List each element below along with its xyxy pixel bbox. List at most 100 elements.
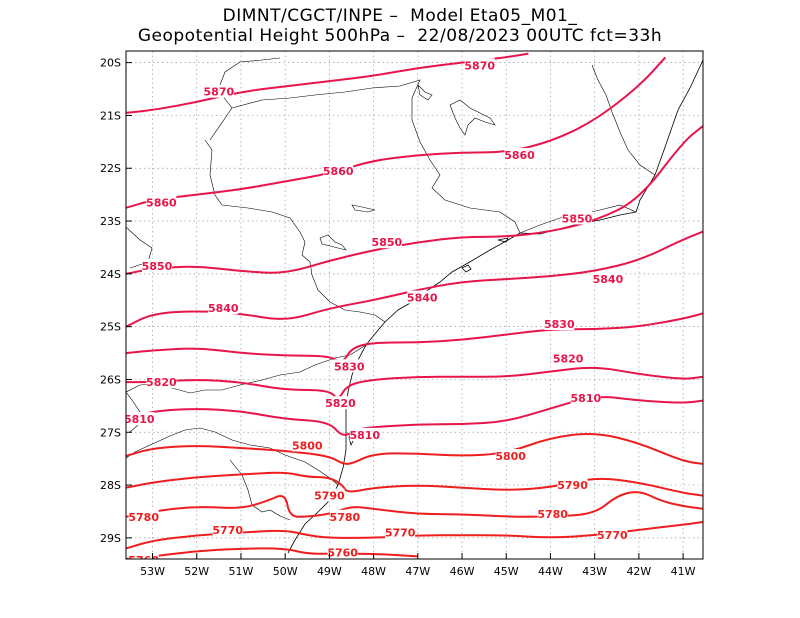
contour-label-5770: 5770 <box>212 524 243 537</box>
map-frame <box>125 50 704 560</box>
contour-label-bg-5860-2 <box>504 148 535 162</box>
contour-label-bg-5850-2 <box>561 211 592 225</box>
contour-5870 <box>126 52 529 114</box>
lat-label-23s: 23S <box>100 215 121 228</box>
contour-label-bg-5850-0 <box>141 258 172 272</box>
contour-label-bg-5790-0 <box>314 488 345 502</box>
contour-label-bg-5810-1 <box>349 427 380 441</box>
lat-label-22s: 22S <box>100 162 121 175</box>
contour-label-bg-5830-0 <box>334 359 365 373</box>
contour-label-bg-5840-2 <box>592 272 623 286</box>
contour-label-5800: 5800 <box>292 439 323 452</box>
lat-label-26s: 26S <box>100 373 121 386</box>
contour-label-5780: 5780 <box>330 511 361 524</box>
contour-label-bg-5820-1 <box>325 396 356 410</box>
contour-label-5850: 5850 <box>562 212 593 225</box>
contour-label-bg-5870-0 <box>203 84 234 98</box>
contour-label-5840: 5840 <box>208 302 239 315</box>
lake-mascarenhas <box>417 84 433 101</box>
axis-ticks: 53W 52W 51W 50W 49W 48W 47W 46W 45W 44W 43W 42W 41W 2… <box>100 57 696 578</box>
contour-label-5770: 5770 <box>597 529 628 542</box>
contour-5820 <box>126 366 703 399</box>
map-title-line-2: Geopotential Height 500hPa – 22/08/2023 … <box>137 26 663 46</box>
border-mg-go <box>217 57 281 109</box>
lat-label-24s: 24S <box>100 268 121 281</box>
border-sc-rs <box>126 427 339 486</box>
contour-label-bg-5820-2 <box>553 351 584 365</box>
contour-label-5860: 5860 <box>323 165 354 178</box>
lon-label-49w: 49W <box>317 565 342 578</box>
contour-label-bg-5810-0 <box>126 412 155 426</box>
contour-label-bg-5840-1 <box>407 290 438 304</box>
contour-label-5800: 5800 <box>495 450 526 463</box>
contour-label-5760: 5760 <box>128 554 159 567</box>
lon-label-43w: 43W <box>582 565 607 578</box>
coastline <box>287 59 703 554</box>
lat-label-27s: 27S <box>100 426 121 439</box>
contour-label-5830: 5830 <box>544 318 575 331</box>
contour-label-5790: 5790 <box>314 490 345 503</box>
contour-label-5810: 5810 <box>571 392 602 405</box>
contour-label-bg-5770-2 <box>597 528 628 542</box>
contour-label-bg-5840-0 <box>208 301 239 315</box>
contour-label-5780: 5780 <box>128 511 159 524</box>
contour-label-bg-5850-1 <box>371 235 402 249</box>
contour-label-bg-5810-2 <box>570 390 601 404</box>
contour-label-5830: 5830 <box>334 360 365 373</box>
lon-label-44w: 44W <box>538 565 563 578</box>
contour-label-5810: 5810 <box>349 429 380 442</box>
contour-label-bg-5770-0 <box>212 522 243 536</box>
contour-label-bg-5820-0 <box>146 375 177 389</box>
contour-label-5810: 5810 <box>124 413 155 426</box>
lake-jurumirim <box>319 234 347 251</box>
contour-label-bg-5760-1 <box>327 545 358 559</box>
contour-5860 <box>126 56 667 209</box>
lake-tiete <box>351 204 376 213</box>
border-ms-sp <box>204 139 311 263</box>
contour-label-5840: 5840 <box>407 292 438 305</box>
contour-label-bg-5780-1 <box>329 509 360 523</box>
border-argentina <box>126 391 141 433</box>
contour-5790 <box>126 471 703 497</box>
lon-label-41w: 41W <box>671 565 696 578</box>
island-ilhabela <box>461 264 472 273</box>
contour-label-5860: 5860 <box>504 149 535 162</box>
border-mg-sp <box>209 79 521 234</box>
contour-label-5850: 5850 <box>372 236 403 249</box>
lon-label-52w: 52W <box>184 565 209 578</box>
lon-label-51w: 51W <box>229 565 254 578</box>
contour-label-5870: 5870 <box>204 86 235 99</box>
contour-label-5760: 5760 <box>327 547 358 560</box>
contour-label-bg-5780-2 <box>537 507 568 521</box>
contour-label-bg-5780-0 <box>128 509 159 523</box>
contour-label-bg-5860-1 <box>323 163 354 177</box>
contour-label-bg-5860-0 <box>146 195 177 209</box>
lat-label-25s: 25S <box>100 321 121 334</box>
lon-label-42w: 42W <box>626 565 651 578</box>
contour-5800 <box>126 433 703 465</box>
contour-5810 <box>126 396 703 436</box>
contour-lines: 5870 5870 5860 5860 5860 5850 5850 5850 5840 5840… <box>124 52 703 567</box>
contour-label-bg-5790-1 <box>557 478 588 492</box>
contour-label-bg-5770-1 <box>385 525 416 539</box>
lon-label-47w: 47W <box>405 565 430 578</box>
lat-label-28s: 28S <box>100 479 121 492</box>
contour-5840 <box>126 230 703 328</box>
border-rs-uruguay <box>229 459 291 521</box>
map-title-line-1: DIMNT/CGCT/INPE – Model Eta05_M01_ <box>222 6 578 26</box>
contour-label-5850: 5850 <box>142 260 173 273</box>
contour-label-5820: 5820 <box>146 376 177 389</box>
contour-label-5770: 5770 <box>385 527 416 540</box>
lat-label-21s: 21S <box>100 109 121 122</box>
lake-furnas <box>449 99 496 136</box>
lat-label-29s: 29S <box>100 532 121 545</box>
contour-label-bg-5870-1 <box>464 58 495 72</box>
contour-label-5780: 5780 <box>537 508 568 521</box>
contour-5830 <box>126 312 703 362</box>
contour-label-5820: 5820 <box>553 352 584 365</box>
contour-label-bg-5760-0 <box>128 553 159 559</box>
contour-label-5840: 5840 <box>593 273 624 286</box>
lon-label-48w: 48W <box>361 565 386 578</box>
contour-label-5790: 5790 <box>557 479 588 492</box>
